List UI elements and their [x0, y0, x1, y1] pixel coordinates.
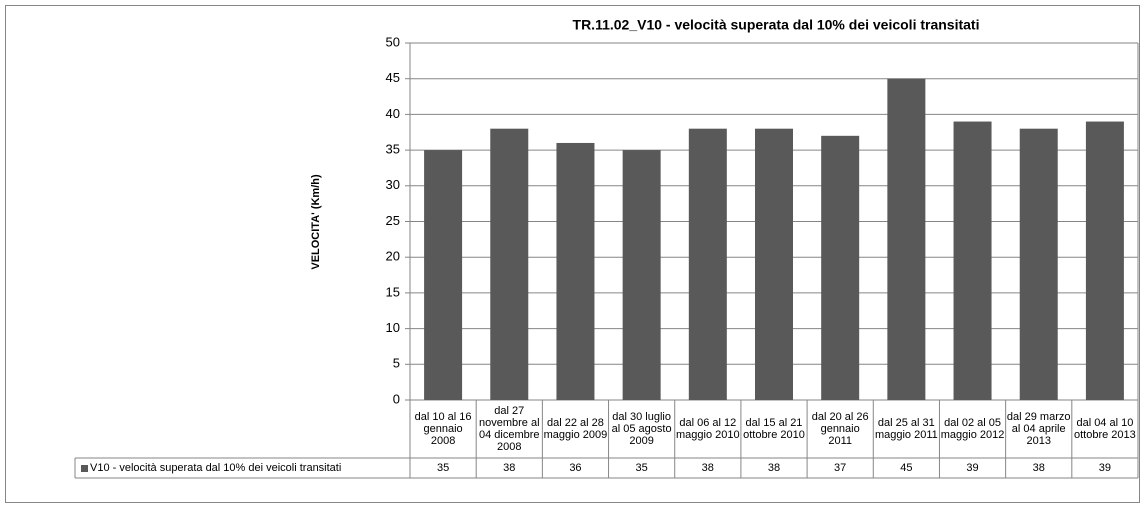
y-tick-label: 40: [386, 106, 400, 121]
x-tick-label: dal 25 al 31 maggio 2011: [874, 417, 938, 441]
bar: [556, 142, 595, 400]
y-axis-label: VELOCITA' (Km/h): [310, 174, 322, 270]
chart-title: TR.11.02_V10 - velocità superata dal 10%…: [573, 17, 980, 33]
y-tick-label: 15: [386, 284, 400, 299]
y-tick-label: 35: [386, 142, 400, 157]
x-tick-label: dal 06 al 12 maggio 2010: [676, 417, 740, 441]
bar: [953, 121, 992, 400]
legend-key: [81, 465, 88, 472]
data-table-value: 45: [900, 462, 913, 474]
x-tick-label: dal 20 al 26 gennaio 2011: [811, 411, 869, 447]
bar: [490, 128, 529, 400]
bar: [424, 150, 463, 400]
x-tick-label: dal 10 al 16 gennaio 2008: [414, 411, 472, 447]
bar: [622, 150, 661, 400]
x-tick-label: dal 02 al 05 maggio 2012: [940, 417, 1005, 441]
y-tick-label: 20: [386, 249, 400, 264]
bar: [821, 135, 860, 400]
bar: [887, 78, 926, 400]
data-table-value: 35: [436, 462, 450, 474]
y-tick-label: 0: [393, 391, 400, 406]
y-tick-label: 50: [386, 34, 400, 49]
bar: [688, 128, 727, 400]
data-table-value: 39: [966, 462, 979, 474]
y-tick-label: 5: [393, 356, 400, 371]
data-table-value: 38: [1032, 462, 1045, 474]
data-table-value: 39: [1098, 462, 1112, 474]
y-tick-label: 30: [386, 177, 400, 192]
data-table-value: 37: [834, 462, 847, 474]
x-tick-label: dal 30 luglio al 05 agosto 2009: [611, 411, 672, 447]
y-tick-label: 25: [386, 213, 400, 228]
x-tick-label: dal 29 marzo al 04 aprile 2013: [1006, 411, 1071, 447]
x-tick-label: dal 04 al 10 ottobre 2013: [1074, 417, 1136, 441]
x-tick-label: dal 15 al 21 ottobre 2010: [743, 417, 805, 441]
data-table-value: 35: [635, 462, 648, 474]
data-table-value: 38: [503, 462, 516, 474]
x-tick-label: dal 27 novembre al 04 dicembre 2008: [478, 405, 540, 453]
y-tick-label: 45: [386, 70, 400, 85]
data-table-value: 38: [767, 462, 781, 474]
y-tick-label: 10: [386, 320, 400, 335]
x-tick-label: dal 22 al 28 maggio 2009: [543, 417, 608, 441]
data-table-value: 36: [569, 462, 582, 474]
bar: [755, 128, 793, 400]
data-table-value: 38: [701, 462, 714, 474]
chart-border: [5, 5, 1140, 503]
bar: [1019, 128, 1058, 400]
legend-label: V10 - velocità superata dal 10% dei veic…: [90, 462, 342, 474]
bar: [1085, 121, 1124, 400]
